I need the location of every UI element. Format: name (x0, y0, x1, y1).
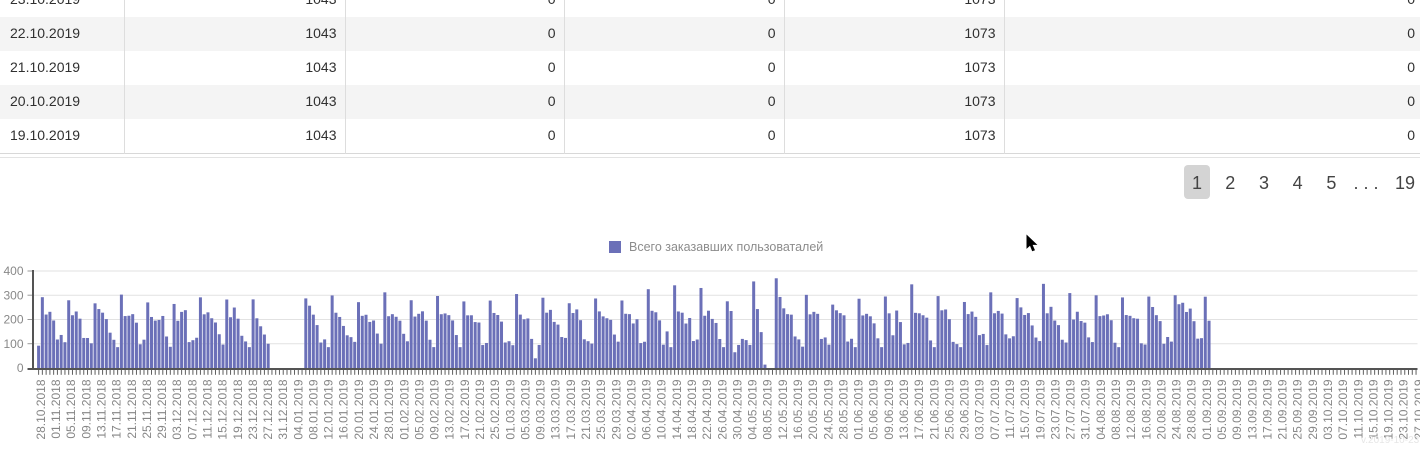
svg-text:05.11.2018: 05.11.2018 (64, 379, 78, 438)
svg-text:01.11.2018: 01.11.2018 (49, 379, 63, 438)
svg-text:28.08.2019: 28.08.2019 (1185, 379, 1199, 439)
svg-text:29.09.2019: 29.09.2019 (1306, 379, 1320, 439)
svg-text:29.06.2019: 29.06.2019 (958, 379, 972, 439)
svg-text:11.12.2018: 11.12.2018 (200, 379, 214, 438)
svg-text:17.06.2019: 17.06.2019 (912, 379, 926, 439)
svg-text:05.03.2019: 05.03.2019 (518, 379, 532, 439)
svg-text:25.06.2019: 25.06.2019 (942, 379, 956, 439)
svg-text:17.09.2019: 17.09.2019 (1260, 379, 1274, 439)
svg-text:29.11.2018: 29.11.2018 (155, 379, 169, 438)
svg-text:27.07.2019: 27.07.2019 (1064, 379, 1078, 439)
svg-text:07.07.2019: 07.07.2019 (988, 379, 1002, 439)
svg-text:100: 100 (3, 337, 23, 351)
svg-text:20.08.2019: 20.08.2019 (1154, 379, 1168, 439)
svg-text:19.12.2018: 19.12.2018 (231, 379, 245, 439)
svg-text:31.07.2019: 31.07.2019 (1079, 379, 1093, 439)
svg-text:400: 400 (3, 264, 23, 278)
svg-text:30.04.2019: 30.04.2019 (730, 379, 744, 439)
svg-text:09.06.2019: 09.06.2019 (882, 379, 896, 439)
svg-text:10.04.2019: 10.04.2019 (655, 379, 669, 439)
svg-text:19.07.2019: 19.07.2019 (1033, 379, 1047, 439)
svg-text:25.03.2019: 25.03.2019 (594, 379, 608, 439)
svg-text:03.10.2019: 03.10.2019 (1321, 379, 1335, 439)
svg-text:11.07.2019: 11.07.2019 (1003, 379, 1017, 438)
svg-text:03.07.2019: 03.07.2019 (973, 379, 987, 439)
svg-text:23.12.2018: 23.12.2018 (246, 379, 260, 439)
svg-text:300: 300 (3, 288, 23, 302)
svg-text:08.01.2019: 08.01.2019 (306, 379, 320, 439)
svg-text:27.12.2018: 27.12.2018 (261, 379, 275, 439)
svg-text:05.02.2019: 05.02.2019 (412, 379, 426, 439)
svg-text:200: 200 (3, 313, 23, 327)
svg-text:13.09.2019: 13.09.2019 (1245, 379, 1259, 439)
svg-text:17.03.2019: 17.03.2019 (564, 379, 578, 439)
svg-text:0: 0 (17, 361, 24, 375)
svg-text:15.12.2018: 15.12.2018 (216, 379, 230, 439)
svg-text:23.10.2019: 23.10.2019 (1397, 379, 1411, 439)
svg-text:09.11.2018: 09.11.2018 (79, 379, 93, 438)
svg-text:03.12.2018: 03.12.2018 (170, 379, 184, 439)
svg-text:07.12.2018: 07.12.2018 (185, 379, 199, 439)
svg-text:21.09.2019: 21.09.2019 (1276, 379, 1290, 439)
svg-text:17.02.2019: 17.02.2019 (458, 379, 472, 439)
svg-text:24.01.2019: 24.01.2019 (367, 379, 381, 439)
svg-text:09.09.2019: 09.09.2019 (1230, 379, 1244, 439)
svg-text:09.03.2019: 09.03.2019 (534, 379, 548, 439)
svg-text:05.06.2019: 05.06.2019 (867, 379, 881, 439)
svg-text:04.05.2019: 04.05.2019 (746, 379, 760, 439)
svg-text:23.07.2019: 23.07.2019 (1048, 379, 1062, 439)
svg-text:13.06.2019: 13.06.2019 (897, 379, 911, 439)
svg-text:28.01.2019: 28.01.2019 (382, 379, 396, 439)
svg-text:16.05.2019: 16.05.2019 (791, 379, 805, 439)
svg-text:06.04.2019: 06.04.2019 (640, 379, 654, 439)
svg-text:24.08.2019: 24.08.2019 (1170, 379, 1184, 439)
svg-text:25.11.2018: 25.11.2018 (140, 379, 154, 438)
svg-text:13.03.2019: 13.03.2019 (549, 379, 563, 439)
svg-text:01.03.2019: 01.03.2019 (503, 379, 517, 439)
svg-text:19.10.2019: 19.10.2019 (1382, 379, 1396, 439)
svg-text:01.06.2019: 01.06.2019 (852, 379, 866, 439)
svg-text:11.10.2019: 11.10.2019 (1351, 379, 1365, 438)
svg-text:05.09.2019: 05.09.2019 (1215, 379, 1229, 439)
svg-text:01.09.2019: 01.09.2019 (1200, 379, 1214, 439)
svg-text:14.04.2019: 14.04.2019 (670, 379, 684, 439)
svg-text:29.03.2019: 29.03.2019 (609, 379, 623, 439)
svg-text:16.01.2019: 16.01.2019 (337, 379, 351, 439)
svg-text:27.10.2019: 27.10.2019 (1412, 379, 1420, 439)
svg-text:21.02.2019: 21.02.2019 (473, 379, 487, 439)
svg-text:18.04.2019: 18.04.2019 (685, 379, 699, 439)
svg-text:21.03.2019: 21.03.2019 (579, 379, 593, 439)
svg-text:09.02.2019: 09.02.2019 (428, 379, 442, 439)
svg-text:20.01.2019: 20.01.2019 (352, 379, 366, 439)
svg-text:01.02.2019: 01.02.2019 (397, 379, 411, 439)
svg-text:21.06.2019: 21.06.2019 (927, 379, 941, 439)
svg-text:08.08.2019: 08.08.2019 (1109, 379, 1123, 439)
svg-text:16.08.2019: 16.08.2019 (1139, 379, 1153, 439)
svg-text:25.02.2019: 25.02.2019 (488, 379, 502, 439)
svg-text:13.11.2018: 13.11.2018 (94, 379, 108, 438)
svg-text:28.05.2019: 28.05.2019 (836, 379, 850, 439)
svg-text:15.10.2019: 15.10.2019 (1366, 379, 1380, 439)
svg-text:24.05.2019: 24.05.2019 (821, 379, 835, 439)
svg-text:25.09.2019: 25.09.2019 (1291, 379, 1305, 439)
svg-text:26.04.2019: 26.04.2019 (715, 379, 729, 439)
svg-text:07.10.2019: 07.10.2019 (1336, 379, 1350, 439)
svg-text:22.04.2019: 22.04.2019 (700, 379, 714, 439)
svg-text:04.08.2019: 04.08.2019 (1094, 379, 1108, 439)
svg-text:02.04.2019: 02.04.2019 (624, 379, 638, 439)
svg-text:04.01.2019: 04.01.2019 (291, 379, 305, 439)
svg-text:21.11.2018: 21.11.2018 (125, 379, 139, 438)
svg-text:28.10.2018: 28.10.2018 (34, 379, 48, 439)
svg-text:15.07.2019: 15.07.2019 (1018, 379, 1032, 439)
svg-text:13.02.2019: 13.02.2019 (443, 379, 457, 439)
svg-text:17.11.2018: 17.11.2018 (110, 379, 124, 438)
svg-text:20.05.2019: 20.05.2019 (806, 379, 820, 439)
svg-text:12.08.2019: 12.08.2019 (1124, 379, 1138, 439)
svg-text:31.12.2018: 31.12.2018 (276, 379, 290, 439)
svg-text:12.01.2019: 12.01.2019 (322, 379, 336, 439)
svg-text:08.05.2019: 08.05.2019 (761, 379, 775, 439)
svg-text:12.05.2019: 12.05.2019 (776, 379, 790, 439)
